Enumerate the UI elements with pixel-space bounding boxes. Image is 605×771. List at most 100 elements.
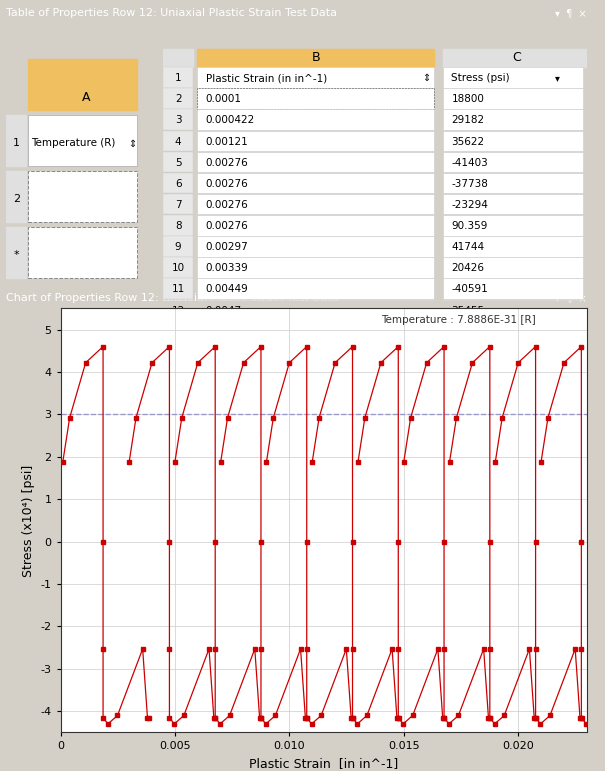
- Text: 11: 11: [172, 284, 185, 295]
- FancyBboxPatch shape: [163, 109, 193, 130]
- FancyBboxPatch shape: [28, 116, 137, 166]
- FancyBboxPatch shape: [443, 215, 583, 236]
- FancyBboxPatch shape: [6, 227, 27, 278]
- X-axis label: Plastic Strain  [in in^-1]: Plastic Strain [in in^-1]: [249, 757, 398, 770]
- Text: 13: 13: [172, 327, 185, 337]
- Text: 0.00297: 0.00297: [206, 242, 249, 252]
- Text: Chart of Properties Row 12: Uniaxial Plastic Strain Test Data: Chart of Properties Row 12: Uniaxial Pla…: [6, 293, 339, 303]
- Text: 29182: 29182: [451, 116, 485, 126]
- Text: ⇕: ⇕: [128, 139, 137, 149]
- Text: 0.00121: 0.00121: [206, 136, 249, 146]
- Text: Table of Properties Row 12: Uniaxial Plastic Strain Test Data: Table of Properties Row 12: Uniaxial Pla…: [6, 8, 337, 18]
- Text: ▾  ¶  ×: ▾ ¶ ×: [555, 8, 587, 18]
- FancyBboxPatch shape: [163, 321, 193, 341]
- FancyBboxPatch shape: [443, 236, 583, 257]
- FancyBboxPatch shape: [163, 236, 193, 257]
- Text: 9: 9: [175, 242, 182, 252]
- Text: 0.00276: 0.00276: [206, 221, 249, 231]
- FancyBboxPatch shape: [197, 109, 434, 130]
- Text: Temperature : 7.8886E-31 [R]: Temperature : 7.8886E-31 [R]: [381, 315, 535, 325]
- Text: 12: 12: [172, 305, 185, 315]
- Text: ⇕: ⇕: [422, 73, 430, 83]
- FancyBboxPatch shape: [197, 278, 434, 299]
- Text: 0.0001: 0.0001: [206, 94, 242, 104]
- FancyBboxPatch shape: [197, 236, 434, 257]
- FancyBboxPatch shape: [443, 194, 583, 214]
- Text: A: A: [82, 91, 90, 103]
- Text: B: B: [312, 51, 320, 64]
- Text: 0.00276: 0.00276: [206, 179, 249, 189]
- FancyBboxPatch shape: [163, 258, 193, 278]
- FancyBboxPatch shape: [197, 49, 434, 66]
- Text: Temperature (R): Temperature (R): [31, 139, 115, 149]
- Text: -41284: -41284: [451, 327, 488, 337]
- Text: 7: 7: [175, 200, 182, 210]
- FancyBboxPatch shape: [197, 67, 434, 88]
- Text: 8: 8: [175, 221, 182, 231]
- FancyBboxPatch shape: [443, 109, 583, 130]
- FancyBboxPatch shape: [197, 300, 434, 320]
- Text: 20426: 20426: [451, 263, 485, 273]
- Text: C: C: [512, 51, 522, 64]
- FancyBboxPatch shape: [197, 152, 434, 172]
- FancyBboxPatch shape: [163, 173, 193, 194]
- Text: 0.00276: 0.00276: [206, 200, 249, 210]
- Text: 4: 4: [175, 136, 182, 146]
- FancyBboxPatch shape: [163, 278, 193, 299]
- FancyBboxPatch shape: [197, 194, 434, 214]
- Text: 0.0047: 0.0047: [206, 305, 242, 315]
- Bar: [28, 227, 137, 278]
- FancyBboxPatch shape: [163, 67, 193, 88]
- FancyBboxPatch shape: [443, 67, 583, 88]
- FancyBboxPatch shape: [443, 173, 583, 194]
- Text: 1: 1: [175, 73, 182, 83]
- Text: 10: 10: [172, 263, 185, 273]
- FancyBboxPatch shape: [443, 278, 583, 299]
- FancyBboxPatch shape: [163, 49, 193, 66]
- Text: -37738: -37738: [451, 179, 488, 189]
- FancyBboxPatch shape: [443, 49, 591, 66]
- FancyBboxPatch shape: [28, 59, 137, 110]
- Text: ▾  ¶  ×: ▾ ¶ ×: [555, 293, 587, 303]
- Bar: [28, 171, 137, 222]
- FancyBboxPatch shape: [197, 321, 434, 341]
- Text: -40591: -40591: [451, 284, 488, 295]
- FancyBboxPatch shape: [197, 130, 434, 151]
- Text: 6: 6: [175, 179, 182, 189]
- FancyBboxPatch shape: [163, 152, 193, 172]
- FancyBboxPatch shape: [443, 130, 583, 151]
- FancyBboxPatch shape: [6, 171, 27, 222]
- Text: ▾: ▾: [555, 73, 560, 83]
- FancyBboxPatch shape: [443, 300, 583, 320]
- Text: 41744: 41744: [451, 242, 485, 252]
- Text: 3: 3: [175, 116, 182, 126]
- Text: 18800: 18800: [451, 94, 484, 104]
- FancyBboxPatch shape: [6, 116, 27, 166]
- FancyBboxPatch shape: [163, 194, 193, 214]
- Text: 1: 1: [13, 139, 20, 149]
- Text: -23294: -23294: [451, 200, 488, 210]
- FancyBboxPatch shape: [443, 152, 583, 172]
- Text: Plastic Strain (in in^-1): Plastic Strain (in in^-1): [206, 73, 327, 83]
- FancyBboxPatch shape: [163, 215, 193, 236]
- Text: 90.359: 90.359: [451, 221, 488, 231]
- FancyBboxPatch shape: [197, 258, 434, 278]
- Text: 2: 2: [175, 94, 182, 104]
- FancyBboxPatch shape: [443, 89, 583, 109]
- Y-axis label: Stress (x10⁴) [psi]: Stress (x10⁴) [psi]: [22, 464, 35, 577]
- Text: 0.00449: 0.00449: [206, 284, 249, 295]
- Text: 0.00276: 0.00276: [206, 158, 249, 168]
- FancyBboxPatch shape: [443, 258, 583, 278]
- Text: 0.00477: 0.00477: [206, 327, 249, 337]
- Text: Stress (psi): Stress (psi): [451, 73, 510, 83]
- FancyBboxPatch shape: [163, 130, 193, 151]
- Text: -41403: -41403: [451, 158, 488, 168]
- FancyBboxPatch shape: [197, 173, 434, 194]
- Text: 2: 2: [13, 194, 20, 204]
- Text: 0.000422: 0.000422: [206, 116, 255, 126]
- FancyBboxPatch shape: [197, 89, 434, 109]
- Text: 5: 5: [175, 158, 182, 168]
- Text: 0.00339: 0.00339: [206, 263, 249, 273]
- FancyBboxPatch shape: [163, 89, 193, 109]
- Text: 35455: 35455: [451, 305, 485, 315]
